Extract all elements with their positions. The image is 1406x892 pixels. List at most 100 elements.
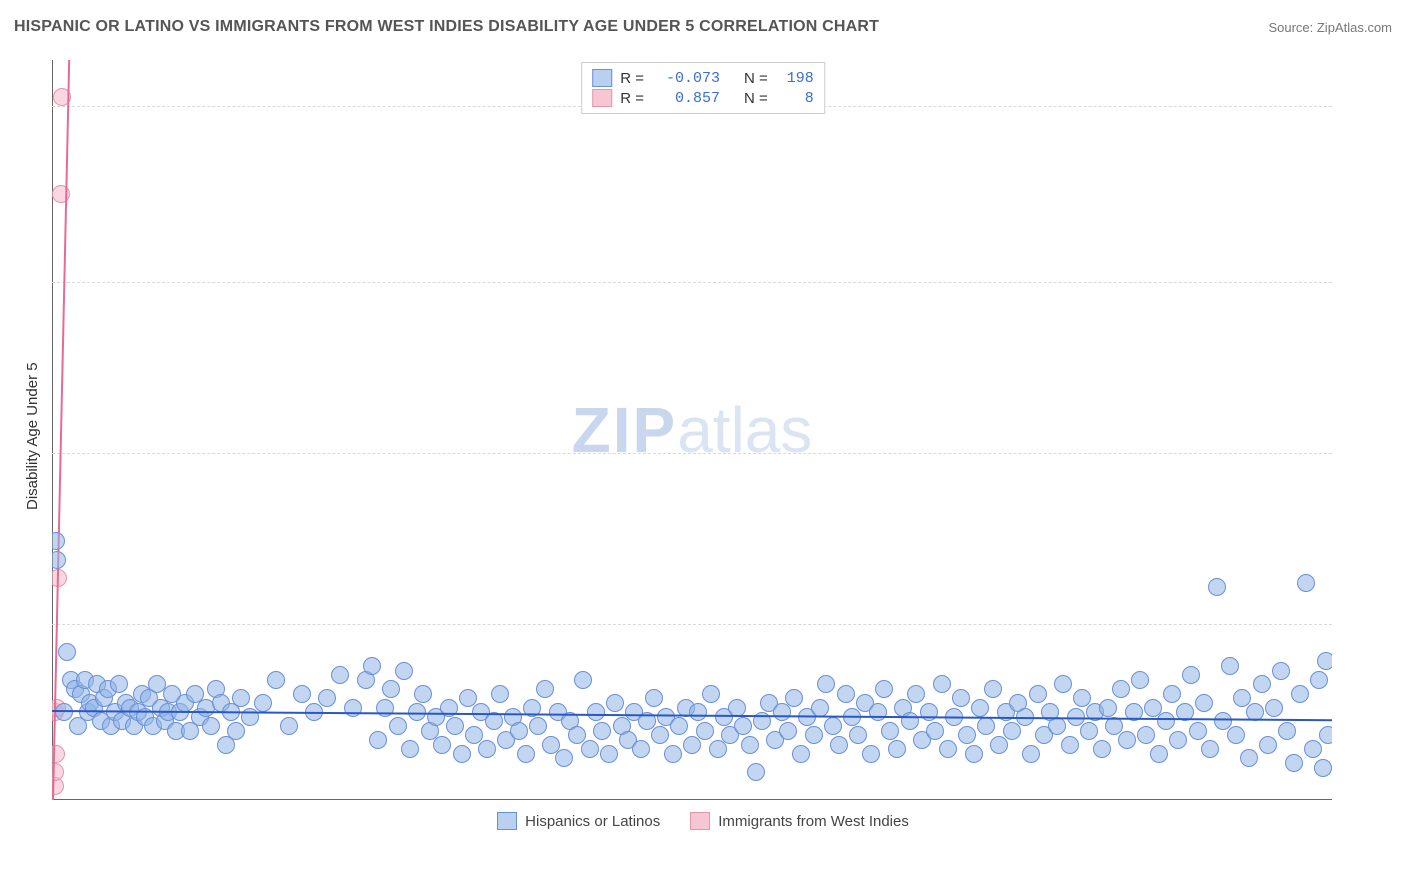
data-point: [881, 722, 899, 740]
stat-r-label: R =: [620, 90, 644, 107]
data-point: [1189, 722, 1207, 740]
data-point: [446, 717, 464, 735]
data-point: [453, 745, 471, 763]
stat-r-label: R =: [620, 70, 644, 87]
data-point: [792, 745, 810, 763]
data-point: [1150, 745, 1168, 763]
data-point: [971, 699, 989, 717]
data-point: [267, 671, 285, 689]
stats-row: R =-0.073N =198: [592, 69, 814, 87]
data-point: [1112, 680, 1130, 698]
data-point: [1137, 726, 1155, 744]
data-point: [734, 717, 752, 735]
data-point: [651, 726, 669, 744]
data-point: [1265, 699, 1283, 717]
data-point: [1163, 685, 1181, 703]
data-point: [517, 745, 535, 763]
data-point: [1278, 722, 1296, 740]
data-point: [593, 722, 611, 740]
data-point: [433, 736, 451, 754]
data-point: [1259, 736, 1277, 754]
data-point: [1061, 736, 1079, 754]
legend: Hispanics or Latinos Immigrants from West…: [0, 812, 1406, 830]
data-point: [389, 717, 407, 735]
data-point: [574, 671, 592, 689]
data-point: [555, 749, 573, 767]
data-point: [1118, 731, 1136, 749]
stat-n-label: N =: [744, 90, 768, 107]
data-point: [888, 740, 906, 758]
data-point: [587, 703, 605, 721]
data-point: [939, 740, 957, 758]
data-point: [52, 569, 67, 587]
data-point: [869, 703, 887, 721]
data-point: [1201, 740, 1219, 758]
data-point: [702, 685, 720, 703]
data-point: [747, 763, 765, 781]
data-point: [1029, 685, 1047, 703]
data-point: [1272, 662, 1290, 680]
data-point: [709, 740, 727, 758]
data-point: [1221, 657, 1239, 675]
data-point: [331, 666, 349, 684]
data-point: [1310, 671, 1328, 689]
data-point: [293, 685, 311, 703]
title-bar: HISPANIC OR LATINO VS IMMIGRANTS FROM WE…: [14, 18, 1392, 42]
data-point: [920, 703, 938, 721]
data-point: [1314, 759, 1332, 777]
data-point: [741, 736, 759, 754]
legend-item: Hispanics or Latinos: [497, 812, 660, 830]
data-point: [645, 689, 663, 707]
legend-item: Immigrants from West Indies: [690, 812, 909, 830]
data-point: [689, 703, 707, 721]
data-point: [600, 745, 618, 763]
stat-r-value: 0.857: [652, 90, 720, 107]
legend-label: Immigrants from West Indies: [718, 813, 909, 830]
data-point: [401, 740, 419, 758]
data-point: [785, 689, 803, 707]
data-point: [1169, 731, 1187, 749]
data-point: [318, 689, 336, 707]
data-point: [1131, 671, 1149, 689]
data-point: [952, 689, 970, 707]
data-point: [1003, 722, 1021, 740]
watermark-part1: ZIP: [572, 394, 678, 466]
data-point: [977, 717, 995, 735]
data-point: [1022, 745, 1040, 763]
chart-title: HISPANIC OR LATINO VS IMMIGRANTS FROM WE…: [14, 18, 879, 35]
scatter-plot: ZIPatlas 3.8%7.5%11.2%15.0%0.0%100.0%: [52, 60, 1332, 800]
data-point: [232, 689, 250, 707]
gridline: [52, 624, 1332, 625]
data-point: [901, 712, 919, 730]
data-point: [52, 551, 66, 569]
stat-n-value: 8: [776, 90, 814, 107]
data-point: [58, 643, 76, 661]
data-point: [478, 740, 496, 758]
data-point: [414, 685, 432, 703]
data-point: [1227, 726, 1245, 744]
stat-n-value: 198: [776, 70, 814, 87]
data-point: [1080, 722, 1098, 740]
data-point: [491, 685, 509, 703]
data-point: [606, 694, 624, 712]
data-point: [254, 694, 272, 712]
data-point: [1240, 749, 1258, 767]
data-point: [958, 726, 976, 744]
data-point: [227, 722, 245, 740]
data-point: [984, 680, 1002, 698]
data-point: [1195, 694, 1213, 712]
data-point: [395, 662, 413, 680]
data-point: [862, 745, 880, 763]
data-point: [110, 675, 128, 693]
data-point: [529, 717, 547, 735]
legend-label: Hispanics or Latinos: [525, 813, 660, 830]
data-point: [670, 717, 688, 735]
data-point: [1291, 685, 1309, 703]
data-point: [632, 740, 650, 758]
data-point: [875, 680, 893, 698]
data-point: [1048, 717, 1066, 735]
data-point: [382, 680, 400, 698]
data-point: [581, 740, 599, 758]
watermark: ZIPatlas: [572, 393, 813, 467]
data-point: [817, 675, 835, 693]
